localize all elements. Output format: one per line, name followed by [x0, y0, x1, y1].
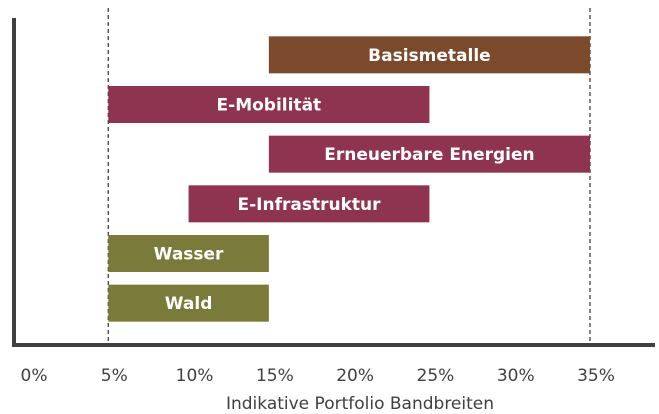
x-tick-label: 0%: [21, 366, 48, 386]
x-tick-label: 25%: [417, 366, 455, 386]
bar-label: E-Mobilität: [217, 96, 322, 116]
chart: Indikative Portfolio Bandbreiten 0% 5% 10%…: [0, 0, 659, 414]
bar-label: Wald: [165, 294, 213, 314]
x-tick-label: 20%: [336, 366, 374, 386]
x-tick-label: 10%: [176, 366, 214, 386]
bar-label: Erneuerbare Energien: [324, 145, 534, 165]
bar-label: Basismetalle: [368, 46, 491, 66]
x-tick-label: 35%: [577, 366, 615, 386]
x-tick-label: 15%: [256, 366, 294, 386]
x-tick-label: 5%: [101, 366, 128, 386]
x-axis-label: Indikative Portfolio Bandbreiten: [226, 394, 494, 414]
x-tick-label: 30%: [497, 366, 535, 386]
bar-label: Wasser: [154, 245, 224, 265]
bar-label: E-Infrastruktur: [238, 195, 382, 215]
